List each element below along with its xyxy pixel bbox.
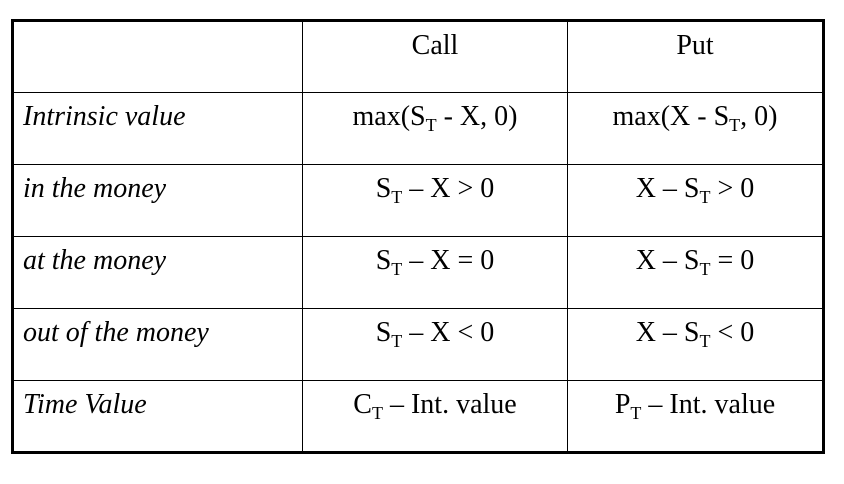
- formula-text: < 0: [710, 317, 755, 348]
- formula-subscript: T: [371, 403, 383, 423]
- formula-text: S: [375, 173, 392, 204]
- formula-text: - X, 0): [436, 101, 518, 132]
- table-row: at the money ST – X = 0 X – ST = 0: [12, 236, 824, 309]
- formula-text: – X = 0: [402, 245, 495, 276]
- header-put: Put: [567, 20, 824, 93]
- row-label: Intrinsic value: [12, 92, 303, 165]
- put-formula: X – ST > 0: [567, 164, 824, 237]
- formula-text: X – S: [635, 173, 700, 204]
- formula-text: C: [353, 389, 372, 420]
- formula-subscript: T: [391, 259, 403, 279]
- table-row: out of the money ST – X < 0 X – ST < 0: [12, 308, 824, 381]
- formula-text: > 0: [710, 173, 755, 204]
- put-formula: X – ST < 0: [567, 308, 824, 381]
- put-formula: PT – Int. value: [567, 380, 824, 453]
- header-corner-cell: [12, 20, 303, 93]
- formula-text: – Int. value: [382, 389, 517, 420]
- call-formula: ST – X = 0: [302, 236, 568, 309]
- formula-subscript: T: [729, 115, 741, 135]
- formula-text: S: [375, 245, 392, 276]
- row-label: Time Value: [12, 380, 303, 453]
- header-call: Call: [302, 20, 568, 93]
- table-row: Intrinsic value max(ST - X, 0) max(X - S…: [12, 92, 824, 165]
- row-label: out of the money: [12, 308, 303, 381]
- formula-text: , 0): [740, 101, 778, 132]
- formula-subscript: T: [699, 331, 711, 351]
- formula-text: – X > 0: [402, 173, 495, 204]
- formula-text: X – S: [635, 245, 700, 276]
- table-row: Time Value CT – Int. value PT – Int. val…: [12, 380, 824, 453]
- row-label: in the money: [12, 164, 303, 237]
- formula-text: X – S: [635, 317, 700, 348]
- formula-text: S: [375, 317, 392, 348]
- formula-text: max(S: [352, 101, 426, 132]
- formula-text: – X < 0: [402, 317, 495, 348]
- table-header-row: Call Put: [12, 20, 824, 93]
- formula-text: = 0: [710, 245, 755, 276]
- formula-subscript: T: [630, 403, 642, 423]
- options-value-table: Call Put Intrinsic value max(ST - X, 0) …: [11, 19, 825, 454]
- put-formula: X – ST = 0: [567, 236, 824, 309]
- table-row: in the money ST – X > 0 X – ST > 0: [12, 164, 824, 237]
- formula-subscript: T: [699, 259, 711, 279]
- formula-text: max(X - S: [612, 101, 730, 132]
- call-formula: CT – Int. value: [302, 380, 568, 453]
- formula-text: P: [614, 389, 631, 420]
- formula-subscript: T: [391, 187, 403, 207]
- call-formula: ST – X > 0: [302, 164, 568, 237]
- put-formula: max(X - ST, 0): [567, 92, 824, 165]
- formula-subscript: T: [699, 187, 711, 207]
- call-formula: max(ST - X, 0): [302, 92, 568, 165]
- formula-subscript: T: [425, 115, 437, 135]
- row-label: at the money: [12, 236, 303, 309]
- formula-text: – Int. value: [641, 389, 776, 420]
- formula-subscript: T: [391, 331, 403, 351]
- call-formula: ST – X < 0: [302, 308, 568, 381]
